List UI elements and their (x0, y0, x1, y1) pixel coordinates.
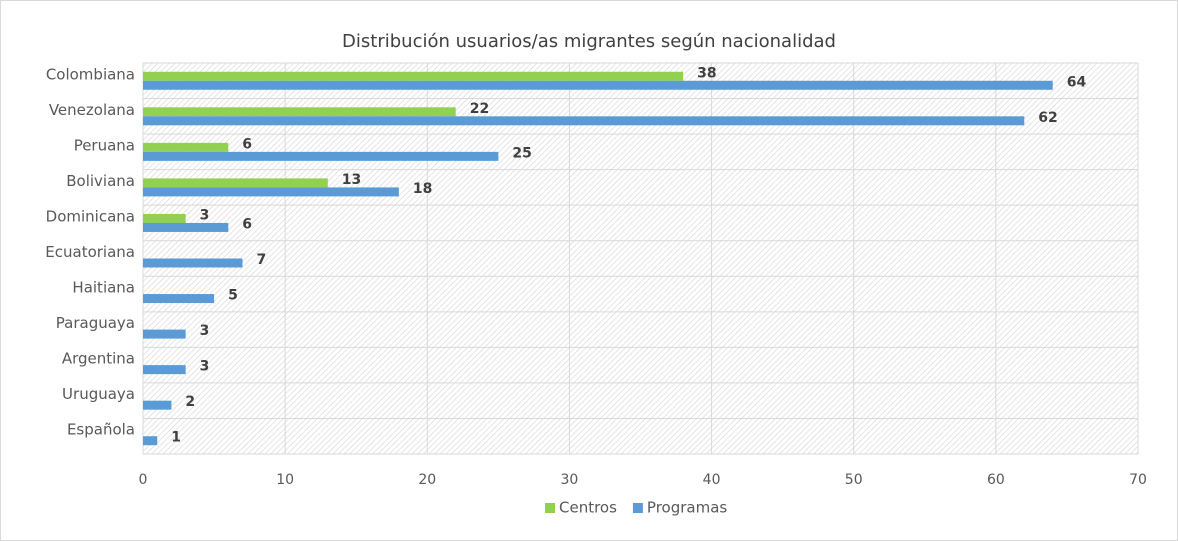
x-tick-label: 40 (703, 472, 721, 488)
data-label: 38 (697, 65, 716, 81)
data-label: 3 (200, 323, 210, 339)
data-label: 7 (257, 252, 267, 268)
legend-label: Programas (647, 499, 727, 517)
data-label: 3 (200, 359, 210, 375)
bar (143, 258, 243, 268)
bar (143, 329, 186, 339)
bar (143, 294, 215, 304)
bar (143, 365, 186, 375)
x-tick-label: 30 (561, 472, 579, 488)
y-tick-label: Uruguaya (62, 385, 135, 403)
data-label: 2 (185, 394, 195, 410)
bar (143, 222, 229, 232)
bar (143, 142, 229, 152)
legend-label: Centros (559, 499, 617, 517)
data-label: 6 (242, 216, 252, 232)
data-label: 1 (171, 430, 181, 446)
bar (143, 213, 186, 223)
y-tick-label: Boliviana (66, 172, 135, 190)
data-label: 25 (512, 145, 531, 161)
data-label: 6 (242, 136, 252, 152)
data-label: 3 (200, 207, 210, 223)
legend-swatch (632, 503, 643, 513)
data-label: 22 (470, 101, 489, 117)
bar (143, 178, 328, 188)
y-tick-label: Colombiana (46, 65, 135, 83)
x-tick-label: 10 (276, 472, 294, 488)
x-tick-label: 70 (1129, 472, 1147, 488)
x-tick-label: 0 (139, 472, 148, 488)
data-label: 64 (1067, 74, 1087, 90)
plot-area (143, 63, 1138, 454)
bar (143, 187, 399, 197)
y-tick-label: Ecuatoriana (45, 243, 135, 261)
data-label: 18 (413, 181, 432, 197)
chart-title: Distribución usuarios/as migrantes según… (342, 31, 836, 52)
y-tick-label: Paraguaya (56, 314, 135, 332)
data-label: 13 (342, 172, 361, 188)
y-tick-label: Peruana (74, 136, 135, 154)
legend-swatch (545, 503, 555, 513)
data-label: 5 (228, 288, 238, 304)
bar (143, 116, 1025, 126)
y-tick-label: Dominicana (46, 207, 135, 225)
x-tick-label: 50 (845, 472, 863, 488)
y-tick-label: Española (67, 421, 135, 439)
x-tick-label: 20 (418, 472, 436, 488)
bar (143, 107, 456, 117)
y-tick-label: Haitiana (72, 279, 135, 297)
bar (143, 151, 499, 161)
bar (143, 436, 158, 446)
bar (143, 71, 684, 81)
bar (143, 400, 172, 410)
y-tick-label: Argentina (62, 350, 135, 368)
x-tick-label: 60 (987, 472, 1005, 488)
data-label: 62 (1038, 110, 1057, 126)
bar (143, 80, 1053, 90)
y-tick-label: Venezolana (49, 101, 135, 119)
